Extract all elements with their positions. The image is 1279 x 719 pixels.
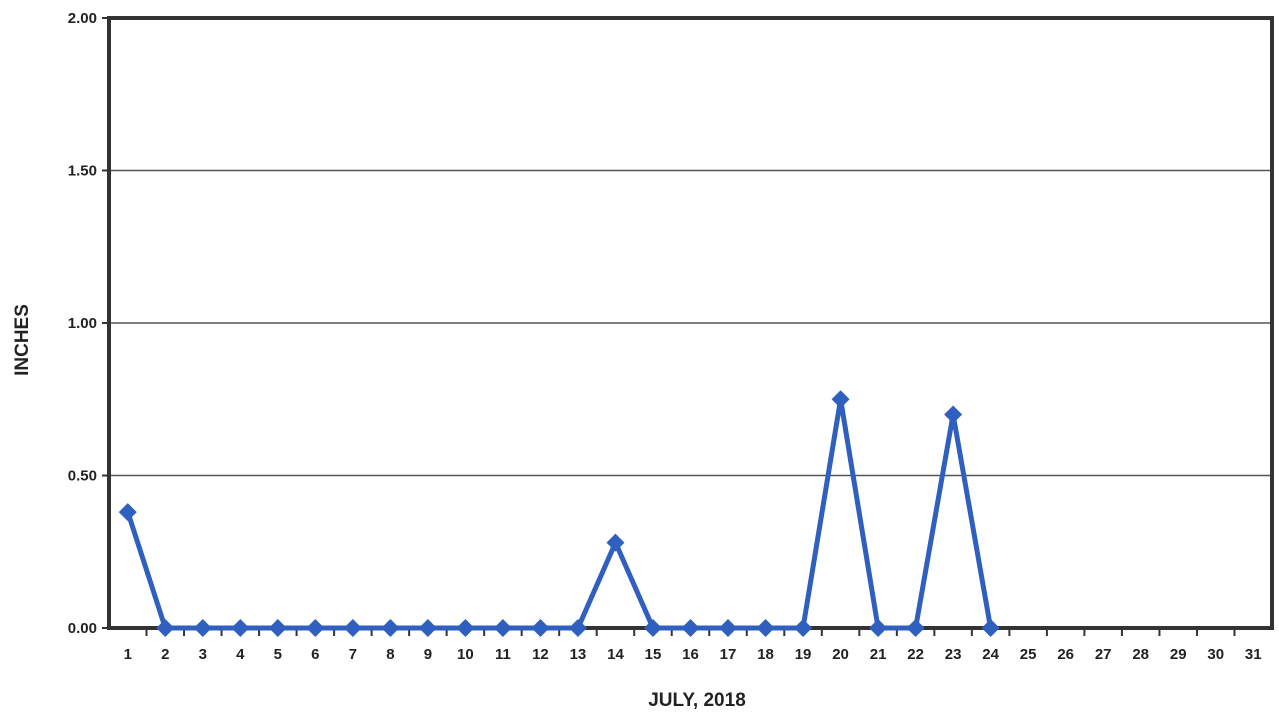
data-point: [794, 619, 813, 637]
x-tick-label: 23: [945, 646, 962, 663]
data-point: [981, 619, 1000, 637]
data-point: [643, 619, 662, 637]
y-axis: 0.00 0.50 1.00 1.50 2.00: [68, 10, 109, 637]
data-point: [456, 619, 475, 637]
x-axis-title: JULY, 2018: [648, 690, 746, 711]
x-tick-label: 4: [236, 646, 245, 663]
y-tick-label: 2.00: [68, 10, 97, 27]
x-tick-label: 13: [570, 646, 587, 663]
x-tick-label: 24: [982, 646, 999, 663]
x-tick-label: 27: [1095, 646, 1112, 663]
x-tick-label: 8: [386, 646, 394, 663]
data-point: [831, 390, 850, 409]
data-point: [118, 503, 137, 522]
x-tick-label: 18: [757, 646, 774, 663]
x-tick-label: 25: [1020, 646, 1037, 663]
data-point: [756, 619, 775, 637]
data-point: [568, 619, 587, 637]
data-point: [493, 619, 512, 637]
x-tick-label: 7: [349, 646, 357, 663]
x-tick-label: 6: [311, 646, 319, 663]
x-tick-label: 21: [870, 646, 887, 663]
x-tick-label: 29: [1170, 646, 1187, 663]
x-tick-label: 14: [607, 646, 624, 663]
series-group: [118, 390, 1000, 637]
x-tick-label: 15: [645, 646, 662, 663]
x-tick-label: 22: [907, 646, 924, 663]
data-point: [531, 619, 550, 637]
data-point: [719, 619, 738, 637]
data-point: [944, 405, 963, 424]
y-tick-label: 1.50: [68, 163, 97, 180]
data-point: [681, 619, 700, 637]
x-tick-label: 19: [795, 646, 812, 663]
x-tick-label: 17: [720, 646, 737, 663]
data-point: [343, 619, 362, 637]
x-tick-label: 9: [424, 646, 432, 663]
data-point: [231, 619, 250, 637]
data-point: [869, 619, 888, 637]
x-tick-label: 2: [161, 646, 169, 663]
y-tick-label: 0.00: [68, 620, 97, 637]
x-tick-label: 11: [495, 646, 511, 663]
data-point: [193, 619, 212, 637]
y-tick-label: 1.00: [68, 315, 97, 332]
x-tick-label: 10: [457, 646, 474, 663]
x-tick-label: 5: [274, 646, 282, 663]
x-tick-label: 1: [124, 646, 132, 663]
data-point: [606, 533, 625, 552]
y-tick-label: 0.50: [68, 468, 97, 485]
x-tick-label: 30: [1207, 646, 1224, 663]
x-tick-label: 26: [1057, 646, 1074, 663]
x-tick-label: 20: [832, 646, 849, 663]
data-point: [906, 619, 925, 637]
y-axis-title: INCHES: [12, 304, 33, 376]
x-tick-label: 16: [682, 646, 699, 663]
data-point: [381, 619, 400, 637]
x-tick-label: 28: [1132, 646, 1149, 663]
data-point: [418, 619, 437, 637]
data-point: [268, 619, 287, 637]
data-point: [306, 619, 325, 637]
x-tick-label: 12: [532, 646, 549, 663]
x-tick-label: 3: [199, 646, 207, 663]
gridlines: [109, 169, 1272, 477]
data-point: [156, 619, 175, 637]
x-tick-label: 31: [1245, 646, 1262, 663]
series-line: [125, 396, 994, 631]
